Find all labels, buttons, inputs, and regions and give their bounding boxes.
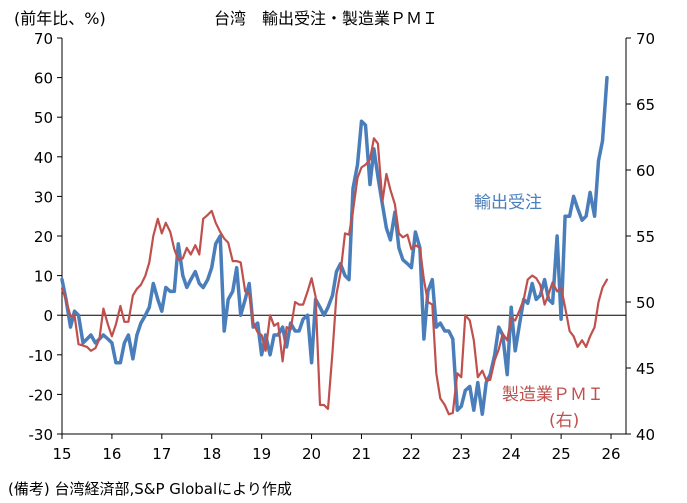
left-tick-label: 50	[34, 109, 53, 127]
left-tick-label: -20	[29, 386, 54, 404]
left-tick-label: 40	[34, 149, 53, 167]
series-line-pmi	[60, 137, 609, 416]
x-tick-label: 21	[352, 445, 371, 463]
x-tick-label: 16	[102, 445, 121, 463]
left-axis-unit: (前年比、%)	[14, 9, 106, 28]
series-label-export-orders: 輸出受注	[474, 193, 542, 213]
series-group	[60, 75, 609, 416]
left-tick-label: 0	[43, 307, 53, 325]
x-tick-label: 25	[552, 445, 571, 463]
right-tick-label: 45	[636, 360, 655, 378]
x-tick-label: 18	[202, 445, 221, 463]
right-tick-label: 65	[636, 96, 655, 114]
right-tick-label: 70	[636, 30, 655, 48]
right-tick-label: 55	[636, 228, 655, 246]
left-tick-label: 70	[34, 30, 53, 48]
left-axis: -30 -20 -10 0 10 20 30 40 50 60 70	[29, 30, 62, 444]
left-tick-label: 20	[34, 228, 53, 246]
right-tick-label: 40	[636, 426, 655, 444]
left-tick-label: -30	[29, 426, 54, 444]
left-tick-label: 30	[34, 188, 53, 206]
x-tick-label: 19	[252, 445, 271, 463]
x-tick-label: 23	[452, 445, 471, 463]
x-tick-label: 17	[152, 445, 171, 463]
left-tick-label: 10	[34, 268, 53, 286]
x-tick-label: 24	[502, 445, 521, 463]
left-tick-label: 60	[34, 70, 53, 88]
series-label-pmi-right: (右)	[549, 411, 579, 431]
x-tick-label: 15	[52, 445, 71, 463]
series-line-export-orders	[60, 75, 609, 416]
chart-title: 台湾 輸出受注・製造業ＰＭＩ	[214, 9, 438, 28]
footnote: (備考) 台湾経済部,S&P Globalにより作成	[8, 480, 292, 498]
x-tick-label: 22	[402, 445, 421, 463]
x-axis: 15 16 17 18 19 20 21 22 23 24 25 26	[52, 434, 621, 463]
series-label-pmi: 製造業ＰＭＩ	[502, 385, 604, 405]
right-tick-label: 60	[636, 162, 655, 180]
x-tick-label: 26	[601, 445, 620, 463]
left-tick-label: -10	[29, 347, 54, 365]
x-tick-label: 20	[302, 445, 321, 463]
right-tick-label: 50	[636, 294, 655, 312]
right-axis: 40 45 50 55 60 65 70	[626, 30, 655, 444]
